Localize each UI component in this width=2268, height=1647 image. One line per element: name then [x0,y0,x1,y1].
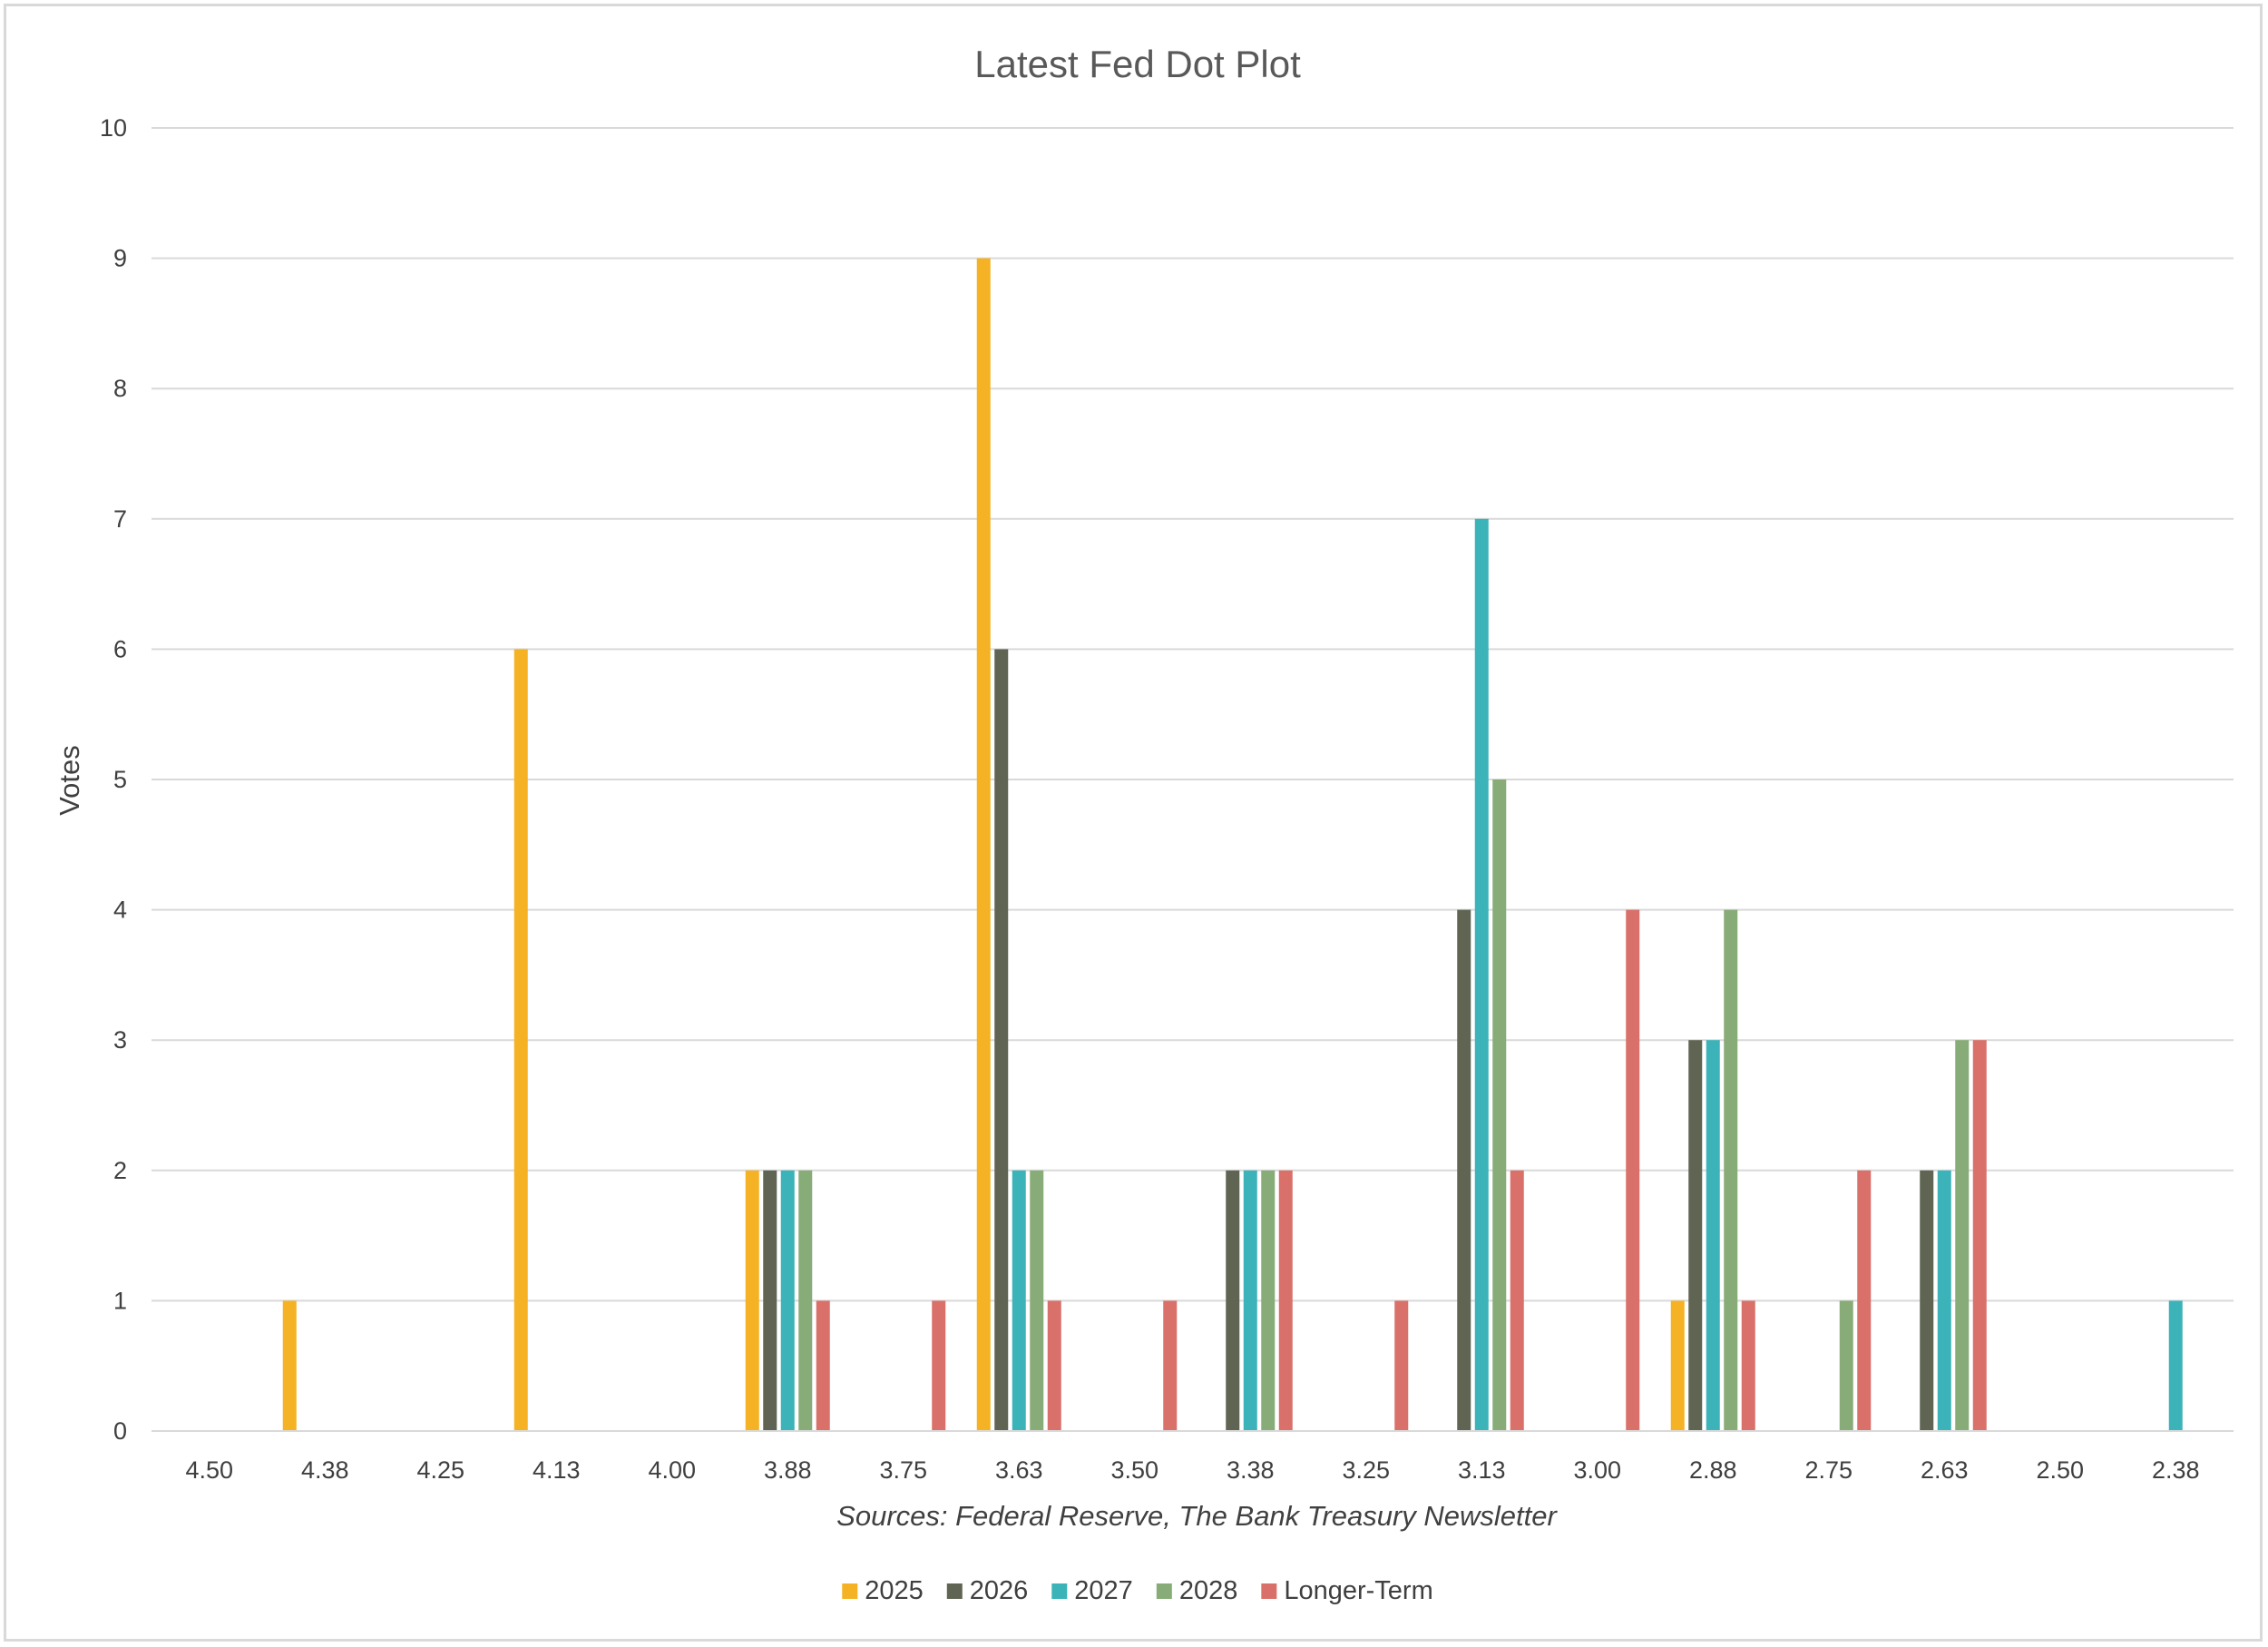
y-tick-label: 7 [113,505,127,533]
x-tick-label: 3.75 [879,1456,927,1484]
bar-longer-term-2.63 [1972,1040,1987,1431]
bar-2025-3.88 [745,1170,759,1431]
bar-longer-term-3.88 [816,1300,830,1431]
bar-longer-term-3.75 [932,1300,946,1431]
bar-2027-2.88 [1706,1040,1720,1431]
x-tick-label: 3.00 [1573,1456,1621,1484]
bar-2027-2.38 [2168,1300,2183,1431]
bars [282,258,2183,1432]
y-axis-ticks: 0 1 2 3 4 5 6 7 8 9 10 [100,114,127,1445]
bar-2025-4.38 [282,1300,297,1431]
legend-label: 2025 [865,1576,924,1605]
bar-2026-3.63 [994,649,1009,1431]
bar-2028-3.13 [1492,779,1507,1431]
bar-2027-3.13 [1474,518,1489,1431]
bar-2025-2.88 [1670,1300,1685,1431]
chart-frame: 0 1 2 3 4 5 6 7 8 9 10 4.50 4.38 4.25 4.13 4.00 3.88 3.7… [4,4,2263,1642]
legend: 2025 2026 2027 2028 Longer-Term [842,1576,1433,1605]
bar-2026-2.88 [1688,1040,1703,1431]
bar-longer-term-3.38 [1278,1170,1293,1431]
bar-longer-term-2.88 [1741,1300,1755,1431]
y-tick-label: 4 [113,897,127,924]
bar-longer-term-3.50 [1163,1300,1178,1431]
x-axis-ticks: 4.50 4.38 4.25 4.13 4.00 3.88 3.75 3.63 3.50 3.38… [185,1456,2199,1484]
x-tick-label: 2.38 [2152,1456,2200,1484]
bar-2025-4.13 [513,649,528,1431]
y-tick-label: 6 [113,635,127,662]
legend-item-2025: 2025 [842,1576,924,1605]
x-tick-label: 4.50 [185,1456,233,1484]
legend-label: 2027 [1074,1576,1133,1605]
bar-2028-3.63 [1030,1170,1044,1431]
y-tick-label: 9 [113,245,127,272]
bar-2026-3.13 [1457,909,1471,1431]
legend-swatch [842,1583,858,1599]
bar-2026-3.38 [1226,1170,1240,1431]
y-tick-label: 2 [113,1157,127,1184]
x-tick-label: 3.13 [1458,1456,1506,1484]
x-tick-label: 2.50 [2036,1456,2084,1484]
legend-swatch [1261,1583,1277,1599]
bar-longer-term-2.75 [1857,1170,1872,1431]
bar-2025-3.63 [976,258,991,1432]
legend-item-2026: 2026 [946,1576,1029,1605]
x-tick-label: 4.38 [301,1456,349,1484]
bar-2027-3.88 [780,1170,795,1431]
gridlines [152,127,2234,1302]
bar-2027-3.38 [1243,1170,1257,1431]
bar-2027-3.63 [1012,1170,1026,1431]
source-note: Sources: Federal Reserve, The Bank Treas… [836,1500,1558,1532]
bar-2028-2.88 [1724,909,1738,1431]
legend-swatch [1051,1583,1068,1599]
x-tick-label: 2.63 [1921,1456,1969,1484]
bar-2028-3.88 [798,1170,813,1431]
x-tick-label: 4.25 [416,1456,464,1484]
fed-dot-plot-chart: 0 1 2 3 4 5 6 7 8 9 10 4.50 4.38 4.25 4.13 4.00 3.88 3.7… [54,43,2234,1605]
legend-item-2027: 2027 [1051,1576,1133,1605]
x-tick-label: 3.25 [1342,1456,1390,1484]
bar-longer-term-3.25 [1394,1300,1409,1431]
bar-longer-term-3.00 [1626,909,1640,1431]
y-tick-label: 3 [113,1026,127,1054]
bar-2028-2.75 [1839,1300,1853,1431]
y-tick-label: 1 [113,1287,127,1314]
y-tick-label: 0 [113,1417,127,1445]
y-tick-label: 8 [113,375,127,402]
x-tick-label: 2.88 [1689,1456,1737,1484]
legend-label: 2028 [1179,1576,1238,1605]
bar-2026-3.88 [763,1170,777,1431]
x-tick-label: 4.13 [533,1456,581,1484]
x-tick-label: 3.50 [1110,1456,1158,1484]
chart-title: Latest Fed Dot Plot [974,43,1301,85]
x-tick-label: 4.00 [648,1456,696,1484]
bar-2028-2.63 [1955,1040,1970,1431]
y-tick-label: 5 [113,766,127,793]
legend-swatch [946,1583,963,1599]
legend-label: 2026 [970,1576,1029,1605]
x-tick-label: 3.63 [995,1456,1043,1484]
legend-item-2028: 2028 [1156,1576,1238,1605]
bar-2028-3.38 [1261,1170,1276,1431]
bar-2027-2.63 [1937,1170,1951,1431]
legend-label: Longer-Term [1284,1576,1432,1605]
x-tick-label: 3.88 [764,1456,812,1484]
x-tick-label: 3.38 [1227,1456,1275,1484]
legend-swatch [1156,1583,1172,1599]
bar-longer-term-3.63 [1047,1300,1061,1431]
bar-2026-2.63 [1920,1170,1934,1431]
legend-item-longer-term: Longer-Term [1261,1576,1433,1605]
x-tick-label: 2.75 [1804,1456,1853,1484]
y-axis-label: Votes [54,745,85,816]
bar-longer-term-3.13 [1510,1170,1524,1431]
y-tick-label: 10 [100,114,127,142]
